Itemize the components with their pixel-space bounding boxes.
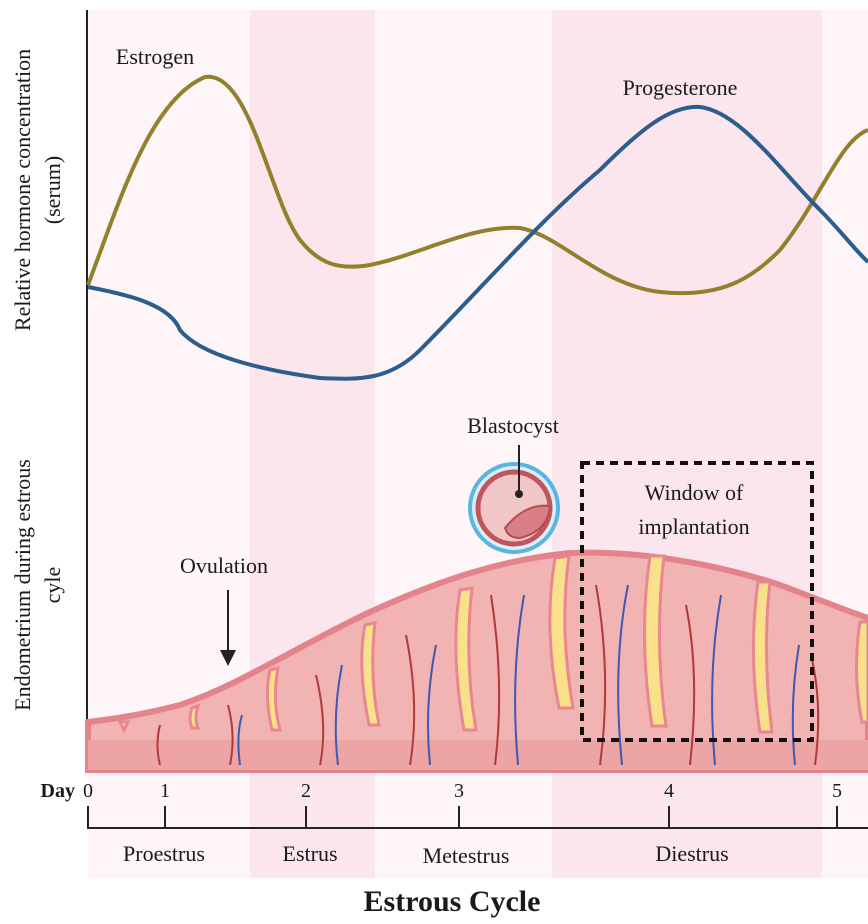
phase-label: Proestrus	[123, 841, 205, 866]
day-label: Day	[41, 780, 75, 802]
annotation: Window of	[645, 480, 744, 505]
tick-label: 0	[83, 780, 93, 802]
annotation: Ovulation	[180, 553, 268, 578]
y-label: (serum)	[40, 156, 65, 224]
phase-label: Metestrus	[423, 843, 510, 868]
annotation: implantation	[638, 514, 749, 539]
axis-title: Estrous Cycle	[364, 885, 541, 918]
diagram: Relative hormone concentration (serum) E…	[0, 0, 868, 919]
phase-label: Estrus	[283, 841, 338, 866]
curve-label: Progesterone	[623, 75, 738, 100]
y-label: Relative hormone concentration	[10, 49, 35, 331]
annotation: Blastocyst	[467, 413, 559, 438]
tick-label: 1	[160, 780, 170, 802]
y-label: cyle	[40, 567, 65, 604]
phase-label: Diestrus	[655, 841, 728, 866]
curve-label: Estrogen	[116, 44, 194, 69]
y-label: Endometrium during estrous	[10, 459, 35, 711]
tick-label: 5	[832, 780, 842, 802]
tick-label: 2	[301, 780, 311, 802]
tick-label: 4	[664, 780, 674, 802]
page: {"y_axis_labels": {"top": ["Relative hor…	[0, 0, 868, 919]
endometrium-base	[88, 740, 868, 770]
tick-label: 3	[454, 780, 464, 802]
pointer-dot	[515, 490, 523, 498]
